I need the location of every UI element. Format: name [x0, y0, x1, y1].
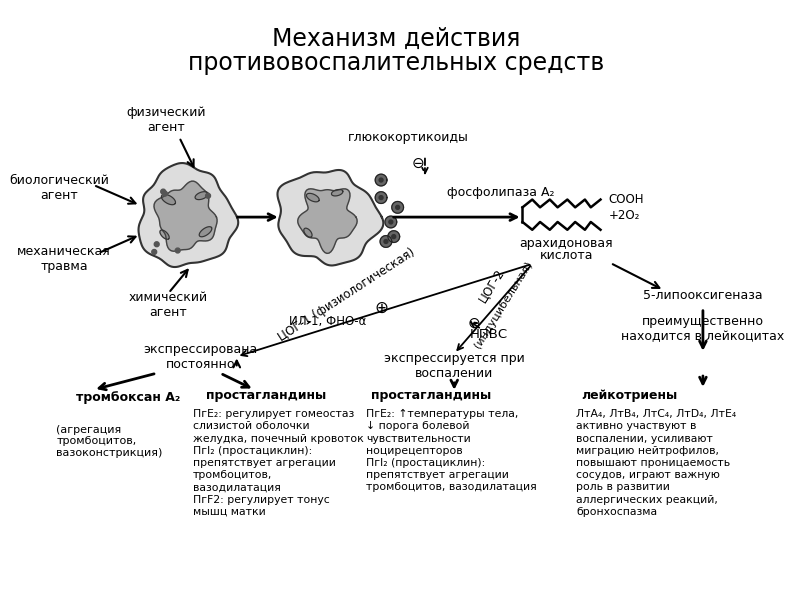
Polygon shape: [199, 227, 212, 237]
Text: миграцию нейтрофилов,: миграцию нейтрофилов,: [576, 446, 719, 456]
Circle shape: [396, 205, 400, 209]
Text: (индуцибельная): (индуцибельная): [472, 260, 534, 350]
Text: препятствует агрегации: препятствует агрегации: [366, 470, 510, 480]
Text: физический
агент: физический агент: [126, 106, 206, 134]
Text: повышают проницаемость: повышают проницаемость: [576, 458, 730, 468]
Text: глюкокортикоиды: глюкокортикоиды: [348, 131, 469, 143]
Text: ПгI₂ (простациклин):: ПгI₂ (простациклин):: [193, 446, 312, 456]
Text: кислота: кислота: [540, 248, 593, 262]
Text: ⊕: ⊕: [374, 299, 388, 317]
Polygon shape: [375, 192, 387, 203]
Polygon shape: [298, 189, 357, 253]
Polygon shape: [375, 174, 387, 186]
Circle shape: [162, 191, 167, 196]
Text: (агрегация
тромбоцитов,
вазоконстрикция): (агрегация тромбоцитов, вазоконстрикция): [56, 425, 162, 458]
Text: ноцирецепторов: ноцирецепторов: [366, 446, 463, 456]
Text: +2O₂: +2O₂: [608, 209, 640, 221]
Text: ПгЕ₂: регулирует гомеостаз: ПгЕ₂: регулирует гомеостаз: [193, 409, 354, 419]
Text: ПгЕ₂: ↑температуры тела,: ПгЕ₂: ↑температуры тела,: [366, 409, 519, 419]
Polygon shape: [138, 163, 238, 267]
Text: Механизм действия: Механизм действия: [271, 26, 520, 50]
Text: мышц матки: мышц матки: [193, 507, 266, 517]
Circle shape: [161, 189, 166, 194]
Circle shape: [206, 193, 210, 198]
Text: фосфолипаза А₂: фосфолипаза А₂: [447, 186, 555, 199]
Text: тромбоцитов, вазодилатация: тромбоцитов, вазодилатация: [366, 482, 537, 493]
Text: бронхоспазма: бронхоспазма: [576, 507, 658, 517]
Text: противовоспалительных средств: противовоспалительных средств: [187, 51, 604, 75]
Text: сосудов, играют важную: сосудов, играют важную: [576, 470, 720, 480]
Polygon shape: [154, 181, 217, 251]
Circle shape: [152, 250, 157, 254]
Text: аллергических реакций,: аллергических реакций,: [576, 494, 718, 505]
Text: ИЛ-1, ФНО-α: ИЛ-1, ФНО-α: [289, 315, 366, 328]
Text: вазодилатация: вазодилатация: [193, 482, 281, 493]
Text: COOH: COOH: [608, 193, 644, 206]
Circle shape: [379, 178, 383, 182]
Text: тромбоцитов,: тромбоцитов,: [193, 470, 272, 480]
Text: НПВС: НПВС: [470, 328, 507, 341]
Circle shape: [389, 220, 393, 224]
Text: экспрессируется при
воспалении: экспрессируется при воспалении: [384, 352, 525, 380]
Text: роль в развитии: роль в развитии: [576, 482, 670, 493]
Circle shape: [175, 248, 180, 253]
Text: 5-липооксигеназа: 5-липооксигеназа: [643, 289, 762, 302]
Text: препятствует агрегации: препятствует агрегации: [193, 458, 336, 468]
Text: механическая
травма: механическая травма: [18, 245, 111, 273]
Polygon shape: [162, 194, 175, 205]
Polygon shape: [306, 193, 319, 202]
Text: воспалении, усиливают: воспалении, усиливают: [576, 434, 713, 443]
Text: преимущественно
находится в лейкоцитах: преимущественно находится в лейкоцитах: [622, 315, 785, 343]
Text: арахидоновая: арахидоновая: [519, 237, 613, 250]
Text: простагландины: простагландины: [206, 389, 326, 402]
Text: ПгF2: регулирует тонус: ПгF2: регулирует тонус: [193, 494, 330, 505]
Circle shape: [384, 239, 388, 244]
Circle shape: [154, 242, 159, 247]
Polygon shape: [278, 170, 383, 265]
Text: лейкотриены: лейкотриены: [581, 389, 678, 402]
Polygon shape: [380, 236, 392, 247]
Text: ↓ порога болевой: ↓ порога болевой: [366, 421, 470, 431]
Text: химический
агент: химический агент: [129, 291, 208, 319]
Polygon shape: [195, 191, 208, 200]
Circle shape: [392, 235, 396, 239]
Text: ЦОГ-2: ЦОГ-2: [476, 266, 506, 305]
Polygon shape: [392, 202, 403, 213]
Text: ЛтА₄, ЛтВ₄, ЛтС₄, ЛтD₄, ЛтЕ₄: ЛтА₄, ЛтВ₄, ЛтС₄, ЛтD₄, ЛтЕ₄: [576, 409, 736, 419]
Text: ПгI₂ (простациклин):: ПгI₂ (простациклин):: [366, 458, 486, 468]
Text: слизистой оболочки: слизистой оболочки: [193, 421, 310, 431]
Text: ⊖: ⊖: [467, 316, 480, 331]
Polygon shape: [160, 230, 169, 239]
Polygon shape: [388, 231, 400, 242]
Polygon shape: [385, 216, 397, 228]
Text: тромбоксан А₂: тромбоксан А₂: [76, 391, 180, 404]
Circle shape: [379, 196, 383, 200]
Text: экспрессирована
постоянно: экспрессирована постоянно: [143, 343, 258, 371]
Text: простагландины: простагландины: [371, 389, 491, 402]
Text: желудка, почечный кровоток: желудка, почечный кровоток: [193, 434, 363, 443]
Text: ЦОГ-1 (физиологическая): ЦОГ-1 (физиологическая): [276, 246, 418, 344]
Polygon shape: [304, 228, 312, 237]
Polygon shape: [331, 190, 343, 196]
Text: активно участвуют в: активно участвуют в: [576, 421, 697, 431]
Text: биологический
агент: биологический агент: [10, 174, 109, 202]
Text: чувствительности: чувствительности: [366, 434, 471, 443]
Text: ⊖: ⊖: [412, 156, 425, 171]
